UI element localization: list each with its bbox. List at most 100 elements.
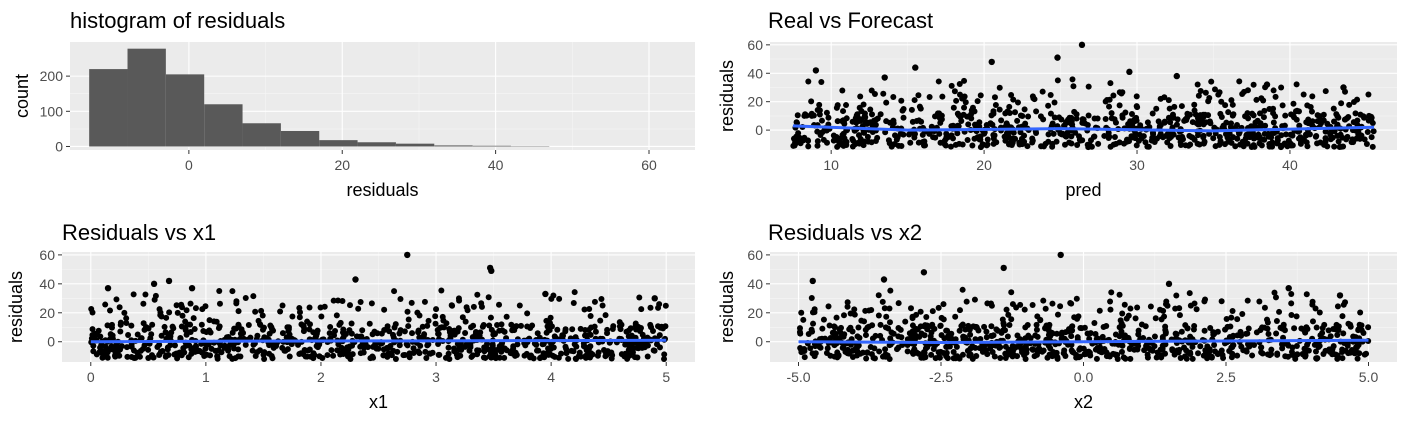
scatter-point: [150, 280, 158, 288]
y-axis-title: residuals: [6, 271, 26, 343]
scatter-point: [347, 355, 354, 362]
histogram-bar: [89, 69, 128, 147]
scatter-point: [324, 352, 331, 359]
scatter-point: [487, 314, 494, 321]
scatter-point: [1107, 306, 1114, 313]
scatter-point: [516, 302, 523, 309]
scatter-point: [1244, 297, 1251, 304]
scatter-point: [895, 300, 902, 307]
scatter-point: [337, 319, 344, 326]
scatter-point: [381, 306, 388, 313]
scatter-point: [803, 112, 810, 119]
scatter-point: [1306, 118, 1313, 125]
scatter-point: [173, 302, 180, 309]
scatter-point: [279, 330, 286, 337]
scatter-point: [1204, 355, 1211, 362]
scatter-point: [165, 277, 173, 285]
scatter-point: [1274, 137, 1281, 144]
scatter-point: [1161, 313, 1168, 320]
scatter-point: [1228, 97, 1235, 104]
scatter-point: [576, 349, 583, 356]
scatter-point: [134, 331, 141, 338]
scatter-point: [1008, 289, 1015, 296]
scatter-point: [998, 117, 1005, 124]
scatter-point: [432, 320, 439, 327]
scatter-point: [1014, 117, 1021, 124]
scatter-point: [208, 345, 215, 352]
scatter-point: [950, 349, 957, 356]
scatter-point: [296, 351, 303, 358]
scatter-point: [818, 335, 825, 342]
scatter-point: [1330, 105, 1337, 112]
scatter-point: [330, 297, 337, 304]
scatter-point: [242, 341, 249, 348]
scatter-point: [616, 323, 623, 330]
scatter-point: [445, 350, 452, 357]
scatter-point: [1309, 93, 1316, 100]
scatter-point: [562, 328, 569, 335]
scatter-point: [489, 342, 496, 349]
scatter-point: [839, 344, 846, 351]
scatter-point: [1288, 111, 1295, 118]
scatter-point: [923, 314, 930, 321]
scatter-point: [470, 322, 477, 329]
scatter-point: [831, 323, 838, 330]
scatter-point: [1005, 311, 1012, 318]
scatter-point: [930, 134, 937, 141]
scatter-point: [421, 298, 428, 305]
scatter-point: [1201, 327, 1208, 334]
scatter-point: [369, 353, 376, 360]
scatter-point: [316, 353, 323, 360]
scatter-point: [1003, 130, 1010, 137]
scatter-point: [1153, 105, 1160, 112]
scatter-point: [818, 117, 825, 124]
scatter-point: [534, 330, 541, 337]
scatter-point: [1285, 284, 1292, 292]
scatter-point: [1245, 341, 1252, 348]
scatter-point: [823, 350, 830, 357]
scatter-point: [235, 308, 242, 315]
x-tick-label: 3: [432, 369, 440, 385]
scatter-point: [130, 347, 137, 354]
scatter-point: [1070, 349, 1077, 356]
scatter-point: [897, 130, 904, 137]
histogram-bar: [395, 143, 435, 147]
y-tick-label: 0: [47, 334, 55, 350]
scatter-point: [1144, 119, 1151, 126]
scatter-point: [825, 303, 832, 310]
scatter-point: [1027, 335, 1034, 342]
scatter-point: [950, 104, 957, 111]
scatter-point: [1238, 332, 1245, 339]
scatter-point: [587, 343, 594, 350]
scatter-point: [311, 351, 318, 358]
scatter-point: [844, 303, 851, 310]
scatter-point: [1345, 350, 1352, 357]
scatter-point: [1148, 346, 1155, 353]
residuals-vs-x1-panel: 0 1 2 3 4 5 0 20 40 60 Residuals vs x1 x1 residuals: [6, 220, 695, 412]
scatter-point: [793, 119, 800, 126]
scatter-point: [877, 321, 884, 328]
scatter-point: [599, 302, 606, 309]
scatter-point: [1086, 141, 1093, 148]
scatter-point: [1191, 300, 1198, 307]
scatter-point: [907, 139, 914, 146]
x-tick-label: -2.5: [929, 369, 953, 385]
scatter-point: [1067, 120, 1074, 127]
scatter-point: [1132, 315, 1139, 322]
scatter-point: [250, 341, 257, 348]
scatter-point: [1221, 141, 1228, 148]
scatter-point: [1322, 347, 1329, 354]
scatter-point: [1273, 317, 1280, 324]
scatter-point: [456, 297, 463, 304]
scatter-point: [1216, 89, 1223, 96]
scatter-point: [1222, 102, 1229, 109]
scatter-point: [841, 120, 848, 127]
scatter-point: [121, 309, 128, 316]
scatter-point: [965, 121, 972, 128]
scatter-point: [216, 287, 223, 294]
scatter-point: [337, 350, 344, 357]
scatter-point: [1042, 324, 1049, 331]
x-tick-label: 30: [1129, 157, 1145, 173]
scatter-point: [378, 330, 385, 337]
scatter-point: [1114, 351, 1121, 358]
